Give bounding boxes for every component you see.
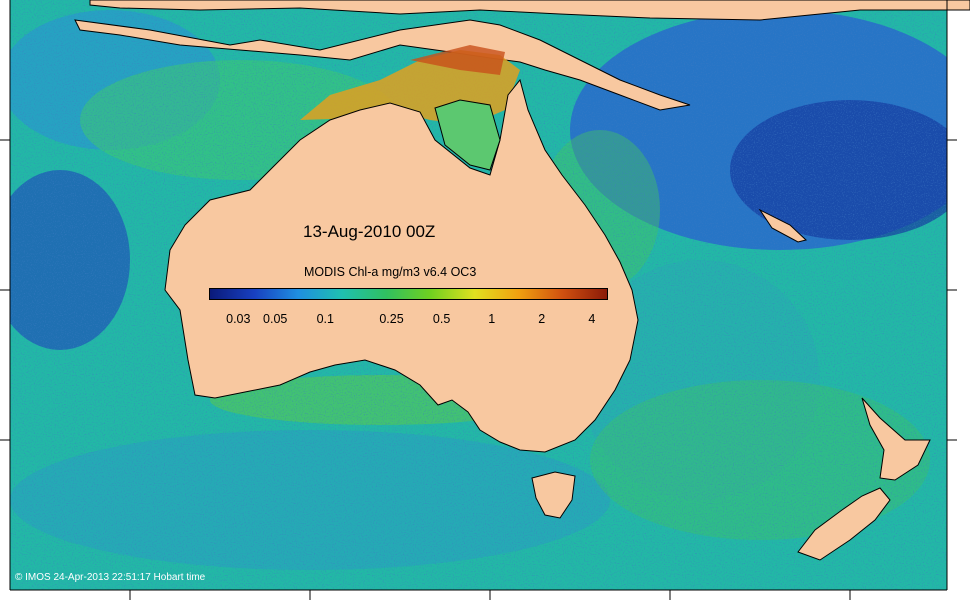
- colorbar-label: 0.1: [316, 312, 334, 326]
- land-indonesia-top: [89, 0, 970, 21]
- gulf-carpentaria: [434, 99, 501, 171]
- land-new-zealand-south: [797, 487, 891, 561]
- colorbar-label: 0.5: [432, 312, 451, 326]
- colorbar-label: 0.03: [226, 312, 251, 326]
- colorbar-label: 4: [588, 312, 596, 326]
- colorbar-labels: 0.03 0.05 0.1 0.25 0.5 1 2 4: [0, 312, 970, 328]
- colorbar-title: MODIS Chl-a mg/m3 v6.4 OC3: [304, 265, 477, 279]
- land-north-islands: [74, 19, 691, 111]
- imos-credit: © IMOS 24-Apr-2013 22:51:17 Hobart time: [15, 572, 206, 583]
- land-new-zealand-north: [861, 397, 931, 481]
- colorbar-label: 0.25: [379, 312, 404, 326]
- land-new-caledonia: [758, 208, 808, 243]
- colorbar-label: 1: [488, 312, 496, 326]
- colorbar: [209, 288, 608, 300]
- colorbar-label: 2: [538, 312, 546, 326]
- map-date-title: 13-Aug-2010 00Z: [303, 222, 436, 241]
- land-tasmania: [531, 471, 576, 519]
- land-australia: [164, 78, 639, 453]
- colorbar-label: 0.05: [263, 312, 288, 326]
